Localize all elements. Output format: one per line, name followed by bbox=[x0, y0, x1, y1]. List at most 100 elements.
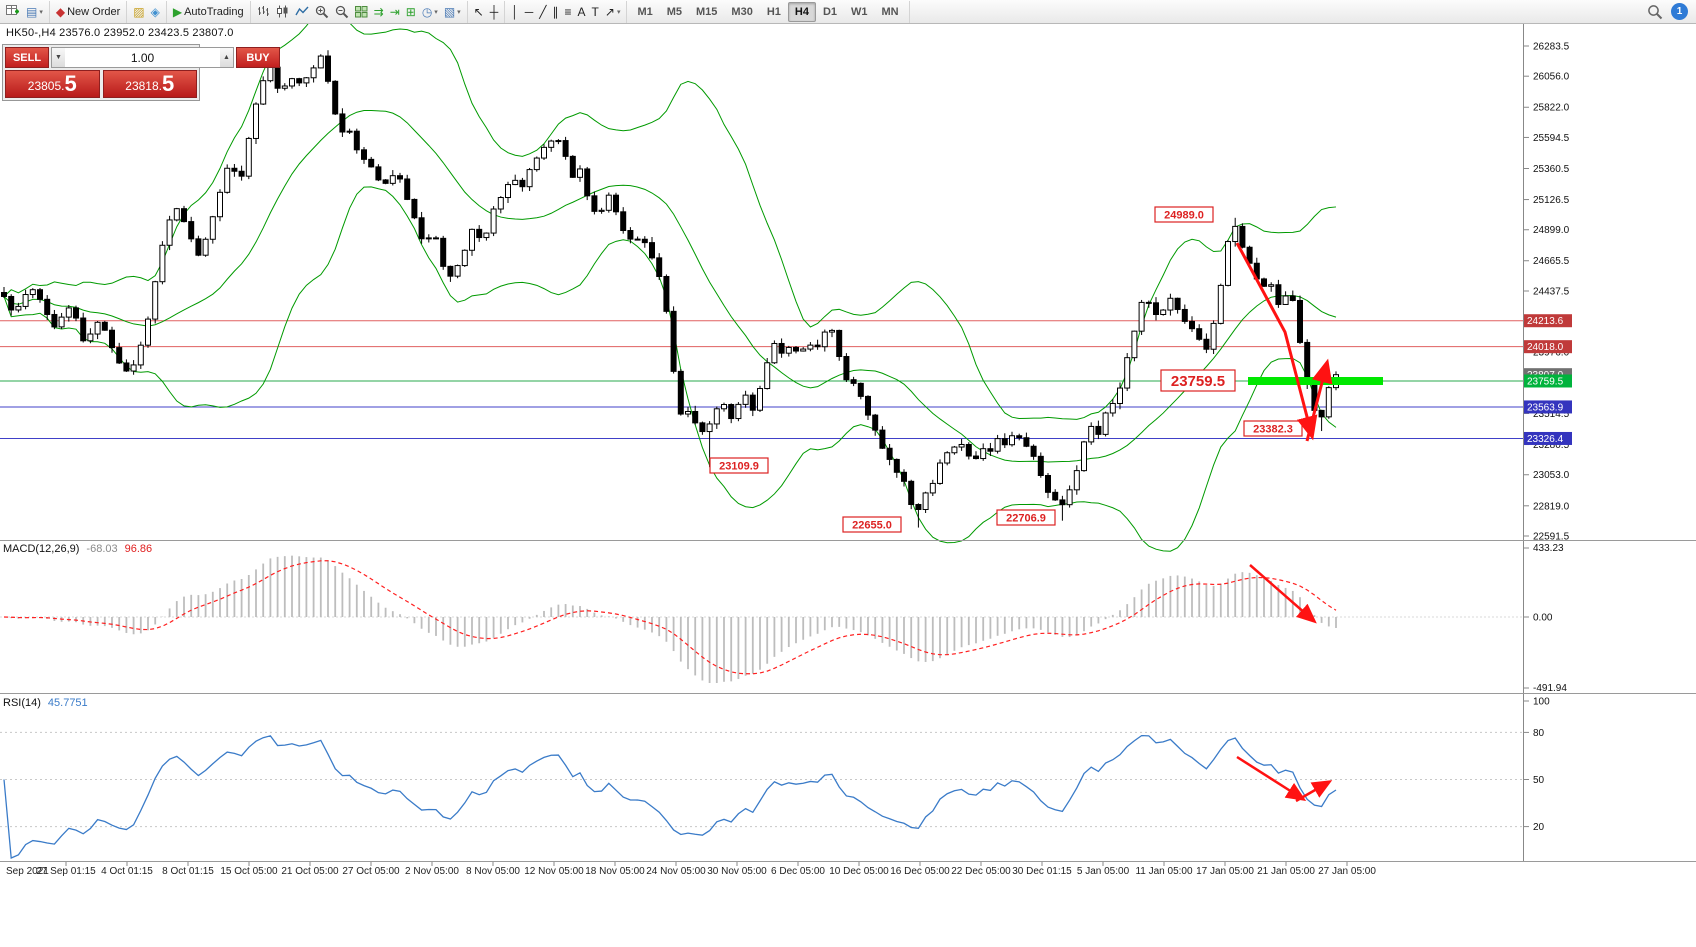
periods-button[interactable]: ◷ ▾ bbox=[419, 5, 441, 19]
timeframe-toolbar: M1 M5 M15 M30 H1 H4 D1 W1 MN bbox=[627, 0, 910, 23]
price-tick-label: 25822.0 bbox=[1533, 103, 1570, 114]
autotrading-button[interactable]: ▶ AutoTrading bbox=[170, 5, 247, 19]
toolbar-group: ▨ ◈ bbox=[127, 0, 167, 23]
trendline-button[interactable]: ╱ bbox=[536, 5, 549, 19]
trend-arrow[interactable] bbox=[1236, 755, 1307, 802]
rsi-axis-label: 20 bbox=[1533, 822, 1545, 833]
svg-text:24989.0: 24989.0 bbox=[1164, 210, 1204, 222]
text-button[interactable]: A bbox=[575, 5, 589, 19]
line-chart-button[interactable] bbox=[292, 4, 312, 19]
rsi-panel[interactable]: 100 80 50 20 bbox=[0, 697, 1550, 859]
trend-arrow[interactable] bbox=[1295, 780, 1333, 803]
time-label: 30 Dec 01:15 bbox=[1012, 866, 1072, 877]
profiles-icon: ▤ bbox=[26, 4, 38, 19]
rsi-axis[interactable]: 100 80 50 20 bbox=[1523, 697, 1550, 834]
timeframe-m1-button[interactable]: M1 bbox=[637, 5, 653, 18]
price-tick-label: 25126.5 bbox=[1533, 195, 1570, 206]
new-order-button[interactable]: ◆ New Order bbox=[53, 5, 123, 19]
rsi-indicator-label: RSI(14) 45.7751 bbox=[3, 697, 88, 709]
trade-buttons-row: SELL ▼ ▲ BUY bbox=[5, 47, 280, 68]
price-callout[interactable]: 22706.9 bbox=[996, 509, 1056, 526]
price-callout[interactable]: 23759.5 bbox=[1160, 369, 1236, 392]
volume-increase-button[interactable]: ▲ bbox=[220, 48, 233, 67]
templates-icon: ▧ bbox=[443, 4, 456, 19]
cursor-button[interactable]: ↖ bbox=[471, 5, 487, 19]
timeframe-m15-button[interactable]: M15 bbox=[696, 5, 718, 18]
search-icon[interactable] bbox=[1647, 4, 1663, 20]
equidistant-channel-button[interactable]: ∥ bbox=[550, 5, 562, 19]
fibonacci-button[interactable]: ≡ bbox=[562, 5, 575, 19]
trend-arrow[interactable] bbox=[1249, 564, 1317, 624]
price-callout[interactable]: 23382.3 bbox=[1243, 420, 1303, 437]
buy-price[interactable]: 23818. 5 bbox=[102, 70, 197, 98]
bar-chart-icon bbox=[257, 5, 270, 18]
trend-arrow[interactable] bbox=[1235, 242, 1318, 441]
horizontal-line-button[interactable]: ─ bbox=[522, 5, 537, 19]
templates-button[interactable]: ▧ ▾ bbox=[441, 5, 464, 19]
macd-panel[interactable]: 433.23 0.00 -491.94 bbox=[0, 543, 1567, 694]
profiles-dropdown-icon[interactable]: ▾ bbox=[39, 8, 43, 16]
timeframe-m30-button[interactable]: M30 bbox=[731, 5, 753, 18]
vertical-line-icon: │ bbox=[511, 4, 519, 19]
candlestick-chart-icon bbox=[276, 5, 289, 18]
auto-scroll-button[interactable]: ⇉ bbox=[371, 5, 387, 19]
price-tick-label: 26056.0 bbox=[1533, 72, 1570, 83]
periods-dropdown-icon[interactable]: ▾ bbox=[434, 8, 438, 16]
chart-shift-button[interactable]: ⇥ bbox=[387, 5, 403, 19]
price-tick-label: 23976.0 bbox=[1533, 348, 1570, 359]
timeframe-w1-button[interactable]: W1 bbox=[851, 5, 868, 18]
svg-text:22706.9: 22706.9 bbox=[1006, 513, 1046, 525]
time-label: 21 Oct 05:00 bbox=[281, 866, 339, 877]
bar-chart-button[interactable] bbox=[254, 4, 273, 19]
candlestick-chart-button[interactable] bbox=[273, 4, 292, 19]
text-label-button[interactable]: T bbox=[589, 5, 602, 19]
timeframe-m5-button[interactable]: M5 bbox=[666, 5, 683, 18]
svg-text:23109.9: 23109.9 bbox=[719, 461, 759, 473]
indicators-button[interactable]: ⊞ bbox=[403, 5, 419, 19]
toolbar-group: │ ─ ╱ ∥ ≡ A T ↗ ▾ bbox=[505, 0, 628, 23]
timeframe-mn-button[interactable]: MN bbox=[881, 5, 899, 18]
crosshair-button[interactable]: ┼ bbox=[487, 5, 502, 19]
macd-axis[interactable]: 433.23 0.00 -491.94 bbox=[1523, 543, 1567, 694]
arrows-button[interactable]: ↗ ▾ bbox=[602, 5, 624, 19]
timeframe-h1-button[interactable]: H1 bbox=[766, 5, 781, 18]
vertical-line-button[interactable]: │ bbox=[508, 5, 522, 19]
timeframe-d1-button[interactable]: D1 bbox=[822, 5, 838, 18]
templates-dropdown-icon[interactable]: ▾ bbox=[457, 8, 461, 16]
text-icon: A bbox=[577, 4, 586, 19]
sell-price[interactable]: 23805. 5 bbox=[5, 70, 100, 98]
volume-decrease-button[interactable]: ▼ bbox=[52, 48, 65, 67]
svg-text:23382.3: 23382.3 bbox=[1253, 424, 1293, 436]
timeframe-h4-button[interactable]: H4 bbox=[787, 1, 816, 22]
price-tick-label: 24437.5 bbox=[1533, 286, 1570, 297]
new-order-label: New Order bbox=[67, 5, 121, 18]
new-chart-button[interactable] bbox=[3, 4, 23, 19]
line-chart-icon bbox=[295, 5, 309, 18]
s ell-button[interactable]: SELL bbox=[5, 47, 49, 68]
price-callout[interactable]: 22655.0 bbox=[842, 516, 902, 533]
periods-icon: ◷ bbox=[421, 4, 433, 19]
rsi-value: 45.7751 bbox=[47, 697, 88, 709]
metaeditor-button[interactable]: ▨ bbox=[130, 5, 147, 19]
zoom-in-button[interactable] bbox=[312, 4, 332, 20]
main-chart-panel[interactable]: 24989.0 23759.5 23382.3 23109.9 22655.0 22706… bbox=[0, 1, 1523, 552]
svg-text:23759.5: 23759.5 bbox=[1171, 373, 1225, 390]
toolbar-group: ◆ New Order bbox=[50, 0, 128, 23]
arrows-dropdown-icon[interactable]: ▾ bbox=[616, 8, 621, 16]
price-callout[interactable]: 23109.9 bbox=[709, 457, 769, 474]
navigator-button[interactable]: ◈ bbox=[148, 5, 163, 19]
tile-windows-button[interactable] bbox=[352, 5, 371, 19]
trend-arrow[interactable] bbox=[1305, 358, 1333, 442]
price-callout[interactable]: 24989.0 bbox=[1154, 206, 1214, 223]
notification-badge[interactable]: 1 bbox=[1671, 3, 1688, 20]
trendline-icon: ╱ bbox=[539, 4, 547, 19]
macd-indicator-label: MACD(12,26,9) -68.03 96.86 bbox=[3, 543, 152, 555]
profiles-button[interactable]: ▤ ▾ bbox=[23, 5, 46, 19]
price-axis[interactable]: 26283.5 26056.0 25822.0 25594.5 25360.5 25126… bbox=[1523, 24, 1572, 861]
volume-input[interactable] bbox=[65, 48, 220, 67]
zoom-out-button[interactable] bbox=[332, 4, 352, 20]
buy-button[interactable]: BUY bbox=[236, 47, 280, 68]
time-label: 15 Oct 05:00 bbox=[220, 866, 278, 877]
